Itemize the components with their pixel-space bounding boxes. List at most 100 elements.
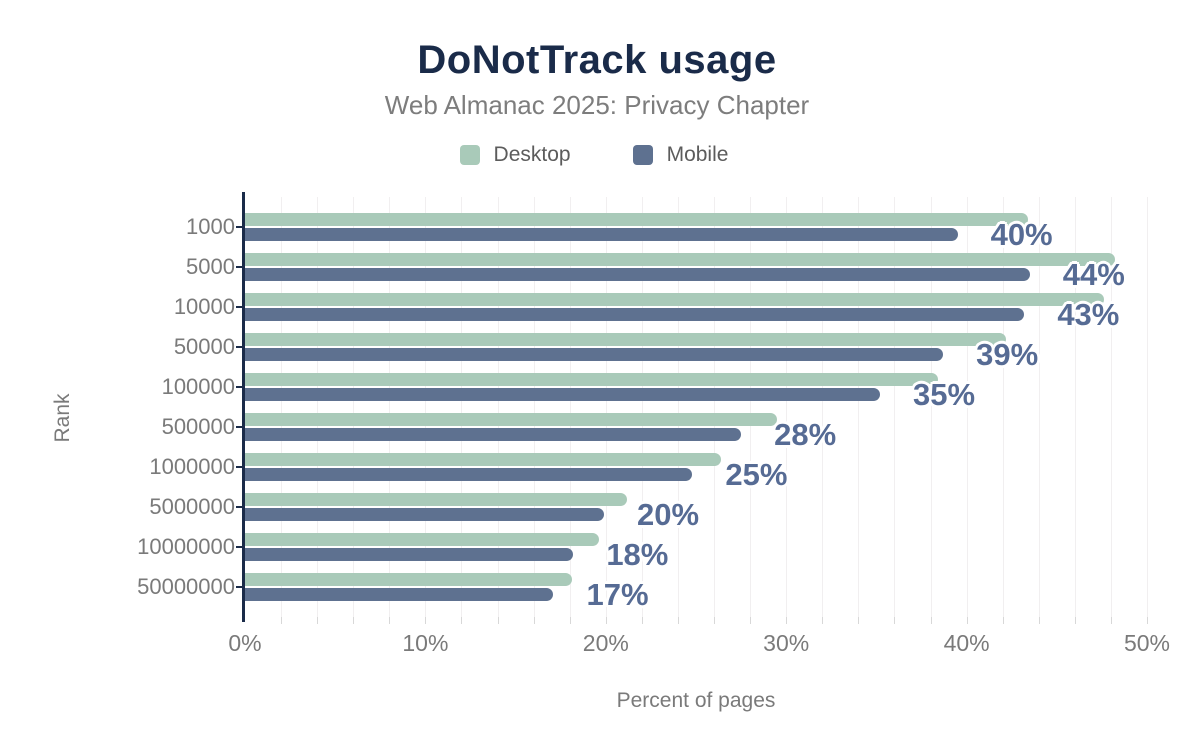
- gridline: [894, 197, 896, 617]
- category-row: 10000 43%: [174, 287, 1147, 332]
- gridline: [1147, 197, 1148, 617]
- x-axis-tick: [1002, 617, 1004, 624]
- category-row: 5000000 20%: [149, 487, 1147, 530]
- gridline: [750, 197, 752, 617]
- gridline: [786, 197, 788, 617]
- y-axis-category-label: 50000000: [137, 574, 235, 599]
- x-axis-tick: [966, 617, 968, 624]
- value-label: 40%: [990, 217, 1053, 252]
- category-row: 50000000 17%: [137, 567, 1147, 612]
- gridline: [930, 197, 932, 617]
- x-axis-tick: [1074, 617, 1076, 624]
- desktop-bar: [245, 213, 1028, 226]
- y-axis-line: [242, 192, 245, 622]
- x-axis-tick: [1038, 617, 1040, 624]
- value-label: 44%: [1062, 257, 1125, 292]
- y-axis-category-label: 100000: [161, 374, 235, 399]
- x-axis-tick: [353, 617, 355, 624]
- y-axis-tick: [236, 306, 242, 308]
- gridline: [641, 197, 643, 617]
- x-axis-tick: [641, 617, 643, 624]
- y-axis-tick: [236, 266, 242, 268]
- x-axis-tick: [930, 617, 932, 624]
- gridline: [1038, 197, 1040, 617]
- desktop-bar: [245, 253, 1115, 266]
- value-label: 25%: [725, 457, 788, 492]
- x-axis-tick: [461, 617, 463, 624]
- x-axis-tick-label: 0%: [228, 630, 262, 656]
- desktop-swatch-icon: [459, 145, 480, 165]
- y-axis-category-label: 5000: [186, 254, 235, 279]
- gridline: [389, 197, 391, 617]
- chart-subtitle: Web Almanac 2025: Privacy Chapter: [384, 90, 810, 120]
- x-axis-tick: [281, 617, 283, 624]
- gridline: [1110, 197, 1112, 617]
- legend: Desktop Mobile: [0, 143, 1188, 167]
- category-row: 50000 39%: [174, 327, 1147, 372]
- y-axis-title: Rank: [51, 393, 74, 443]
- x-axis-tick: [714, 617, 716, 624]
- desktop-bar: [245, 493, 628, 506]
- x-axis-tick-label: 50%: [1123, 630, 1171, 656]
- desktop-legend-label: Desktop: [493, 143, 571, 166]
- legend-item-mobile: Mobile: [632, 143, 729, 167]
- x-axis-tick-label: 20%: [582, 630, 629, 656]
- x-axis-tick: [389, 617, 391, 624]
- x-axis-tick: [894, 617, 896, 624]
- y-axis-tick: [236, 586, 242, 588]
- gridline: [461, 197, 463, 617]
- gridline: [425, 197, 427, 617]
- y-axis-tick: [236, 506, 242, 508]
- y-axis-tick: [236, 426, 242, 428]
- x-axis-tick-label: 30%: [763, 630, 810, 656]
- y-axis-tick: [236, 346, 242, 348]
- x-axis-tick-label: 40%: [943, 630, 990, 656]
- x-axis-tick: [605, 617, 607, 624]
- x-axis-title: Percent of pages: [616, 689, 776, 712]
- x-axis-tick: [533, 617, 535, 624]
- y-axis-tick: [236, 466, 242, 468]
- gridline: [533, 197, 535, 617]
- x-axis-tick: [858, 617, 860, 624]
- desktop-bar: [245, 413, 778, 426]
- y-axis-category-label: 500000: [161, 414, 235, 439]
- desktop-bar: [245, 573, 572, 586]
- desktop-bar: [245, 333, 1007, 346]
- gridline: [569, 197, 571, 617]
- x-axis-tick: [822, 617, 824, 624]
- y-axis-category-label: 50000: [173, 334, 235, 359]
- y-axis-category-label: 1000000: [149, 454, 235, 479]
- category-row: 1000 40%: [186, 207, 1147, 252]
- gridline: [605, 197, 607, 617]
- y-axis-tick: [236, 546, 242, 548]
- x-axis-tick: [750, 617, 752, 624]
- gridline: [1074, 197, 1076, 617]
- x-axis-tick: [425, 617, 427, 624]
- gridline: [966, 197, 968, 617]
- mobile-legend-label: Mobile: [666, 143, 729, 166]
- desktop-bar: [245, 453, 722, 466]
- value-label: 35%: [913, 377, 976, 412]
- mobile-bar: [245, 428, 742, 441]
- value-label: 39%: [976, 337, 1039, 372]
- category-row: 10000000 18%: [137, 527, 1147, 570]
- gridline: [677, 197, 679, 617]
- mobile-bar: [245, 228, 958, 241]
- y-axis-category-label: 10000: [173, 294, 235, 319]
- desktop-bar: [245, 373, 938, 386]
- value-label: 17%: [586, 577, 649, 612]
- gridline: [1002, 197, 1004, 617]
- gridline: [822, 197, 824, 617]
- gridline: [497, 197, 499, 617]
- value-label: 43%: [1057, 297, 1120, 332]
- mobile-bar: [245, 508, 604, 521]
- mobile-bar: [245, 588, 554, 601]
- category-row: 5000 44%: [186, 247, 1147, 292]
- chart-title: DoNotTrack usage: [417, 38, 777, 82]
- gridline: [353, 197, 355, 617]
- mobile-bar: [245, 308, 1025, 321]
- y-axis-tick: [236, 386, 242, 388]
- category-row: 1000000 25%: [149, 447, 1147, 492]
- x-axis-tick-label: 10%: [402, 630, 449, 656]
